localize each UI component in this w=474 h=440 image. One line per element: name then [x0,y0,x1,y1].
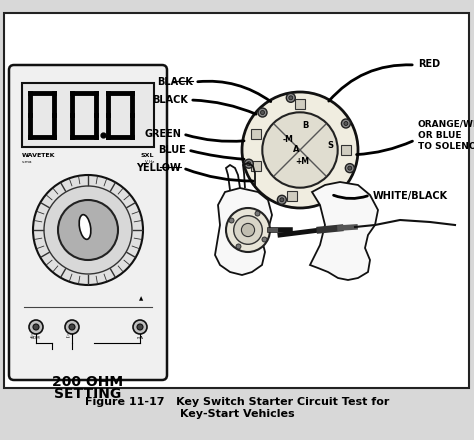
Text: S: S [327,141,333,150]
Circle shape [226,208,270,252]
Circle shape [261,110,264,114]
Circle shape [255,211,260,216]
Circle shape [29,320,43,334]
Circle shape [286,93,295,103]
Text: Key-Start Vehicles: Key-Start Vehicles [180,409,294,419]
Text: B: B [302,121,308,130]
Polygon shape [215,188,272,275]
Circle shape [258,108,267,117]
Circle shape [345,164,354,172]
Circle shape [236,244,241,249]
Circle shape [341,119,350,128]
Text: ▲: ▲ [139,296,143,301]
FancyBboxPatch shape [295,99,305,109]
Text: A: A [293,145,299,154]
Circle shape [133,320,147,334]
Circle shape [241,224,255,237]
FancyBboxPatch shape [341,145,351,155]
Circle shape [58,200,118,260]
Circle shape [65,320,79,334]
Text: mA: mA [137,336,144,340]
Circle shape [33,324,39,330]
Circle shape [229,218,234,223]
Text: RED: RED [418,59,440,69]
Polygon shape [310,182,378,280]
Circle shape [234,216,262,244]
Circle shape [344,121,348,125]
FancyBboxPatch shape [251,161,261,171]
Circle shape [262,237,267,242]
FancyBboxPatch shape [22,83,154,147]
Text: GREEN: GREEN [144,129,181,139]
Circle shape [289,96,293,100]
Circle shape [277,195,286,204]
Text: YELLOW: YELLOW [136,163,181,173]
Ellipse shape [79,215,91,239]
Text: BLACK: BLACK [157,77,193,87]
Text: WHITE/BLACK: WHITE/BLACK [373,191,448,201]
Text: SETTING: SETTING [55,387,122,401]
Text: SXL: SXL [140,153,154,158]
Text: -M: -M [283,135,293,144]
Circle shape [44,186,132,274]
Text: △: △ [66,333,70,338]
Circle shape [33,175,143,285]
Circle shape [69,324,75,330]
Text: WAVETEK: WAVETEK [22,153,55,158]
Circle shape [137,324,143,330]
Text: Figure 11-17   Key Switch Starter Circuit Test for: Figure 11-17 Key Switch Starter Circuit … [85,397,389,407]
FancyBboxPatch shape [287,191,297,201]
FancyBboxPatch shape [251,129,261,139]
Text: V Hz: V Hz [145,160,154,164]
Text: BLACK: BLACK [152,95,188,105]
Text: ORANGE/WHITE
OR BLUE
TO SOLENOID: ORANGE/WHITE OR BLUE TO SOLENOID [418,119,474,150]
Circle shape [242,92,358,208]
Text: COM: COM [31,336,41,340]
Text: 200 OHM: 200 OHM [53,375,124,389]
FancyBboxPatch shape [9,65,167,380]
Circle shape [262,112,337,188]
Circle shape [247,162,251,166]
Circle shape [244,159,253,168]
Text: △: △ [30,333,34,338]
FancyBboxPatch shape [4,13,469,388]
Text: v-ma: v-ma [22,160,33,164]
Text: +M: +M [295,157,309,166]
Circle shape [280,198,284,202]
Circle shape [348,166,352,170]
Text: BLUE: BLUE [158,145,186,155]
